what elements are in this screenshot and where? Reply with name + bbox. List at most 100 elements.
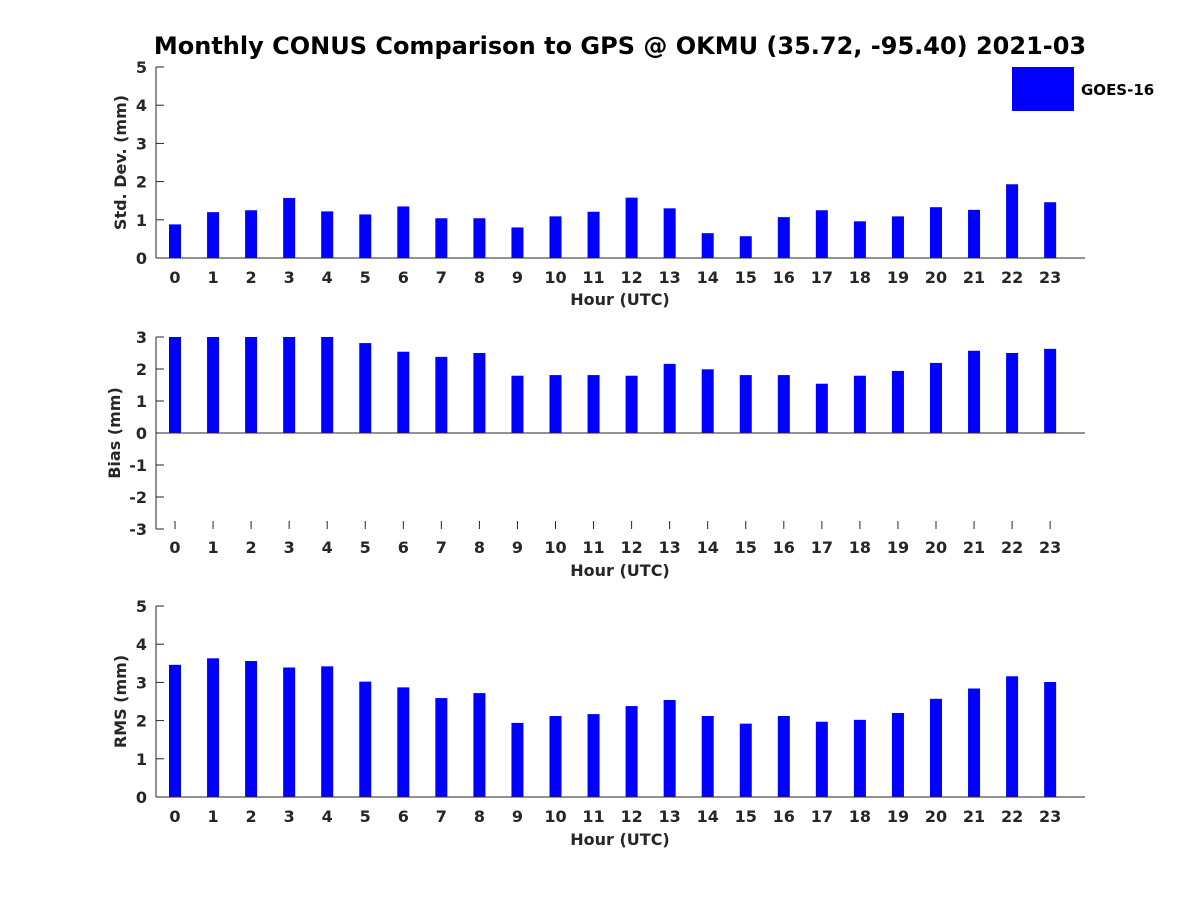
bar bbox=[930, 207, 942, 258]
x-tick-label: 22 bbox=[1001, 538, 1023, 557]
x-tick-label: 12 bbox=[620, 538, 642, 557]
x-tick-label: 9 bbox=[512, 807, 523, 826]
x-tick-label: 8 bbox=[474, 268, 485, 287]
x-tick-label: 5 bbox=[360, 807, 371, 826]
y-tick-label: 2 bbox=[136, 712, 147, 731]
bar bbox=[891, 712, 904, 797]
x-tick-label: 19 bbox=[887, 268, 909, 287]
bar bbox=[245, 337, 258, 433]
x-tick-label: 1 bbox=[207, 538, 218, 557]
bar bbox=[891, 216, 904, 258]
x-tick-label: 16 bbox=[773, 807, 795, 826]
x-tick-label: 1 bbox=[207, 268, 218, 287]
x-axis-label: Hour (UTC) bbox=[570, 290, 670, 309]
x-tick-label: 17 bbox=[811, 268, 833, 287]
y-tick-label: 1 bbox=[136, 750, 147, 769]
bar bbox=[511, 375, 524, 433]
x-tick-label: 19 bbox=[887, 807, 909, 826]
bar bbox=[283, 667, 296, 797]
bar bbox=[663, 699, 676, 797]
x-tick-label: 10 bbox=[544, 538, 566, 557]
x-tick-label: 3 bbox=[284, 268, 295, 287]
x-tick-label: 14 bbox=[697, 807, 719, 826]
bar bbox=[777, 217, 790, 258]
bar bbox=[359, 343, 372, 433]
x-tick-label: 18 bbox=[849, 807, 871, 826]
y-tick-label: -1 bbox=[129, 456, 147, 475]
bar bbox=[701, 233, 714, 258]
x-tick-label: 16 bbox=[773, 268, 795, 287]
y-tick-label: 0 bbox=[136, 788, 147, 807]
y-axis-label: Std. Dev. (mm) bbox=[111, 95, 130, 230]
bar bbox=[283, 198, 296, 258]
x-tick-label: 7 bbox=[436, 538, 447, 557]
bar bbox=[1044, 202, 1057, 258]
y-axis-label: RMS (mm) bbox=[111, 655, 130, 748]
x-tick-label: 6 bbox=[398, 538, 409, 557]
x-tick-label: 21 bbox=[963, 807, 985, 826]
x-tick-label: 5 bbox=[360, 538, 371, 557]
x-tick-label: 0 bbox=[169, 807, 180, 826]
bar bbox=[853, 221, 866, 258]
y-tick-label: 3 bbox=[136, 134, 147, 153]
bar bbox=[777, 716, 790, 797]
x-tick-label: 14 bbox=[697, 268, 719, 287]
bar bbox=[701, 369, 714, 433]
bar bbox=[815, 210, 828, 258]
x-tick-label: 2 bbox=[246, 538, 257, 557]
bar bbox=[1006, 676, 1019, 797]
x-tick-label: 23 bbox=[1039, 538, 1061, 557]
y-tick-label: 0 bbox=[136, 424, 147, 443]
x-tick-label: 2 bbox=[246, 807, 257, 826]
bar bbox=[625, 197, 638, 258]
x-tick-label: 10 bbox=[544, 268, 566, 287]
bar bbox=[625, 706, 638, 797]
y-tick-label: -2 bbox=[129, 488, 147, 507]
bar bbox=[663, 363, 676, 433]
y-tick-label: 3 bbox=[136, 673, 147, 692]
x-tick-label: 15 bbox=[735, 538, 757, 557]
bar bbox=[1006, 184, 1019, 258]
bar bbox=[930, 698, 942, 797]
bar bbox=[815, 721, 828, 797]
x-tick-label: 6 bbox=[398, 807, 409, 826]
x-tick-label: 2 bbox=[246, 268, 257, 287]
x-tick-label: 14 bbox=[697, 538, 719, 557]
x-tick-label: 4 bbox=[322, 807, 333, 826]
x-tick-label: 7 bbox=[436, 268, 447, 287]
x-tick-label: 11 bbox=[582, 538, 604, 557]
x-tick-label: 6 bbox=[398, 268, 409, 287]
bar bbox=[321, 337, 334, 433]
bar bbox=[587, 375, 600, 433]
bar bbox=[473, 693, 486, 797]
y-tick-label: 0 bbox=[136, 249, 147, 268]
bar bbox=[777, 375, 790, 433]
x-tick-label: 13 bbox=[659, 538, 681, 557]
bar bbox=[397, 206, 410, 258]
bar bbox=[549, 716, 562, 797]
x-tick-label: 17 bbox=[811, 538, 833, 557]
bar bbox=[435, 356, 448, 433]
x-tick-label: 22 bbox=[1001, 268, 1023, 287]
y-tick-label: 5 bbox=[136, 597, 147, 616]
bar bbox=[511, 722, 524, 797]
bar bbox=[968, 209, 981, 258]
y-tick-label: 5 bbox=[136, 58, 147, 77]
x-tick-label: 3 bbox=[284, 538, 295, 557]
bar bbox=[739, 236, 752, 258]
y-tick-label: 3 bbox=[136, 328, 147, 347]
legend-label: GOES-16 bbox=[1081, 81, 1154, 99]
x-tick-label: 4 bbox=[322, 268, 333, 287]
y-tick-label: -3 bbox=[129, 520, 147, 539]
bar bbox=[169, 337, 181, 433]
legend-swatch bbox=[1012, 67, 1074, 111]
bar bbox=[169, 664, 181, 797]
x-tick-label: 19 bbox=[887, 538, 909, 557]
bar bbox=[930, 362, 942, 433]
x-tick-label: 23 bbox=[1039, 268, 1061, 287]
x-tick-label: 11 bbox=[582, 807, 604, 826]
bar bbox=[701, 716, 714, 797]
